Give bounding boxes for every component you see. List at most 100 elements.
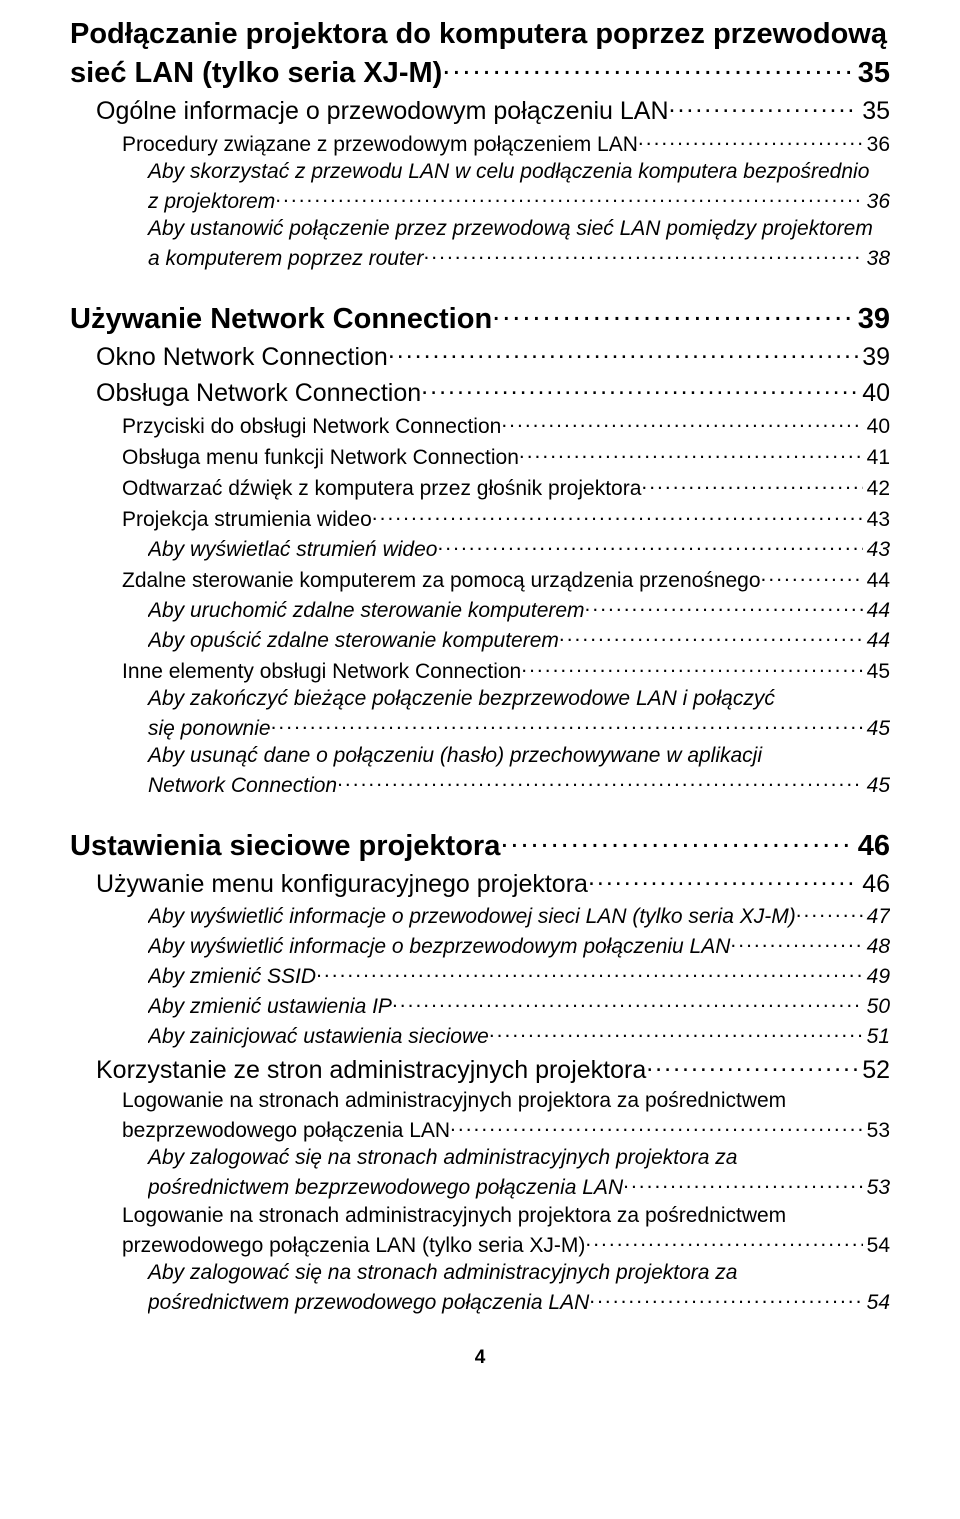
toc-entry-line1: Logowanie na stronach administracyjnych …: [122, 1204, 890, 1228]
toc-entry-line1: Aby skorzystać z przewodu LAN w celu pod…: [148, 160, 890, 184]
toc-entry-label: Procedury związane z przewodowym połącze…: [122, 133, 638, 157]
leader-dots: [372, 505, 863, 526]
toc-entry-page: 54: [863, 1234, 890, 1258]
toc-entry-page: 36: [863, 190, 890, 214]
leader-dots: [492, 299, 854, 328]
toc-section-1-items: Ogólne informacje o przewodowym połączen…: [70, 94, 890, 271]
toc-section-1-title-line2-row: sieć LAN (tylko seria XJ-M) 35: [70, 53, 890, 90]
toc-entry-label: Odtwarzać dźwięk z komputera przez głośn…: [122, 477, 641, 501]
leader-dots: [500, 826, 853, 855]
toc-entry-page: 35: [858, 97, 890, 126]
toc-entry: się ponownie45: [148, 714, 890, 741]
toc-entry-page: 45: [863, 774, 890, 798]
toc-entry: bezprzewodowego połączenia LAN53: [122, 1116, 890, 1143]
toc-entry: Obsługa menu funkcji Network Connection4…: [122, 443, 890, 470]
leader-dots: [316, 962, 863, 983]
leader-dots: [271, 714, 863, 735]
leader-dots: [519, 443, 863, 464]
leader-dots: [442, 53, 853, 82]
toc-entry-page: 50: [863, 995, 890, 1019]
toc-section-2-row: Używanie Network Connection 39: [70, 299, 890, 336]
leader-dots: [589, 1288, 862, 1309]
toc-entry-label: Network Connection: [148, 774, 337, 798]
toc-entry-label: bezprzewodowego połączenia LAN: [122, 1119, 450, 1143]
toc-entry-line1: Logowanie na stronach administracyjnych …: [122, 1089, 890, 1113]
toc-entry-page: 44: [863, 599, 890, 623]
toc-section-2-title: Używanie Network Connection: [70, 303, 492, 336]
toc-entry-label: Aby opuścić zdalne sterowanie komputerem: [148, 629, 559, 653]
toc-entry-line1: Aby zalogować się na stronach administra…: [148, 1146, 890, 1170]
leader-dots: [275, 187, 862, 208]
leader-dots: [641, 474, 862, 495]
toc-entry-page: 52: [858, 1056, 890, 1085]
toc-entry-label: Obsługa menu funkcji Network Connection: [122, 446, 519, 470]
toc-entry-line1: Aby zalogować się na stronach administra…: [148, 1261, 890, 1285]
leader-dots: [623, 1173, 863, 1194]
toc-entry-label: Przyciski do obsługi Network Connection: [122, 415, 501, 439]
toc-entry-label: Okno Network Connection: [96, 343, 388, 372]
toc-entry: Zdalne sterowanie komputerem za pomocą u…: [122, 566, 890, 593]
toc-section-3-items: Używanie menu konfiguracyjnego projektor…: [70, 867, 890, 1315]
toc-entry: Projekcja strumienia wideo43: [122, 505, 890, 532]
toc-section-2-page: 39: [854, 303, 890, 336]
toc-entry-page: 45: [863, 717, 890, 741]
toc-entry-label: Aby zainicjować ustawienia sieciowe: [148, 1025, 489, 1049]
toc-entry-page: 53: [863, 1176, 890, 1200]
leader-dots: [337, 771, 863, 792]
leader-dots: [761, 566, 863, 587]
toc-entry: Przyciski do obsługi Network Connection 4…: [122, 412, 890, 439]
toc-entry-label: pośrednictwem przewodowego połączenia LA…: [148, 1291, 589, 1315]
toc-entry-line1: Aby usunąć dane o połączeniu (hasło) prz…: [148, 744, 890, 768]
toc-entry-label: Zdalne sterowanie komputerem za pomocą u…: [122, 569, 761, 593]
toc-entry: Aby opuścić zdalne sterowanie komputerem…: [148, 626, 890, 653]
toc-entry-page: 43: [863, 538, 890, 562]
page-number: 4: [70, 1347, 890, 1369]
toc-entry: Obsługa Network Connection 40: [96, 376, 890, 408]
toc-entry: Używanie menu konfiguracyjnego projektor…: [96, 867, 890, 899]
leader-dots: [423, 244, 862, 265]
leader-dots: [638, 130, 863, 151]
toc-entry-label: a komputerem poprzez router: [148, 247, 423, 271]
toc-entry: Aby wyświetlić informacje o przewodowej …: [148, 902, 890, 929]
toc-entry-label: Korzystanie ze stron administracyjnych p…: [96, 1056, 646, 1085]
leader-dots: [450, 1116, 863, 1137]
toc-entry: pośrednictwem bezprzewodowego połączenia…: [148, 1173, 890, 1200]
toc-entry: Odtwarzać dźwięk z komputera przez głośn…: [122, 474, 890, 501]
leader-dots: [521, 657, 862, 678]
toc-entry-line1: Aby zakończyć bieżące połączenie bezprze…: [148, 687, 890, 711]
toc-entry-page: 47: [863, 905, 890, 929]
toc-entry: Procedury związane z przewodowym połącze…: [122, 130, 890, 157]
toc-section-1-title-line1: Podłączanie projektora do komputera popr…: [70, 18, 890, 51]
toc-entry: Aby zmienić SSID49: [148, 962, 890, 989]
toc-entry: Okno Network Connection39: [96, 340, 890, 372]
toc-entry: Aby zainicjować ustawienia sieciowe51: [148, 1022, 890, 1049]
toc-entry-label: Projekcja strumienia wideo: [122, 508, 372, 532]
toc-entry-label: Aby wyświetlić informacje o przewodowej …: [148, 905, 796, 929]
toc-section-3-row: Ustawienia sieciowe projektora 46: [70, 826, 890, 863]
toc-entry-page: 38: [863, 247, 890, 271]
leader-dots: [730, 932, 862, 953]
toc-entry: a komputerem poprzez router 38: [148, 244, 890, 271]
toc-entry: Aby zmienić ustawienia IP 50: [148, 992, 890, 1019]
toc-entry-label: Obsługa Network Connection: [96, 379, 421, 408]
toc-entry: pośrednictwem przewodowego połączenia LA…: [148, 1288, 890, 1315]
toc-entry: Aby wyświetlać strumień wideo 43: [148, 535, 890, 562]
toc-entry-label: Ogólne informacje o przewodowym połączen…: [96, 97, 669, 126]
toc-entry: Ogólne informacje o przewodowym połączen…: [96, 94, 890, 126]
toc-entry-page: 49: [863, 965, 890, 989]
toc-entry-page: 40: [858, 379, 890, 408]
leader-dots: [646, 1053, 858, 1078]
leader-dots: [585, 596, 863, 617]
leader-dots: [437, 535, 862, 556]
toc-entry-label: Aby wyświetlać strumień wideo: [148, 538, 437, 562]
leader-dots: [489, 1022, 863, 1043]
toc-section-2-items: Okno Network Connection39 Obsługa Network…: [70, 340, 890, 798]
toc-entry-label: Używanie menu konfiguracyjnego projektor…: [96, 870, 588, 899]
leader-dots: [392, 992, 863, 1013]
toc-entry-page: 40: [863, 415, 890, 439]
toc-entry-label: pośrednictwem bezprzewodowego połączenia…: [148, 1176, 623, 1200]
toc-entry-page: 36: [863, 133, 890, 157]
toc-entry-page: 42: [863, 477, 890, 501]
toc-entry-label: Aby zmienić ustawienia IP: [148, 995, 392, 1019]
leader-dots: [585, 1231, 862, 1252]
